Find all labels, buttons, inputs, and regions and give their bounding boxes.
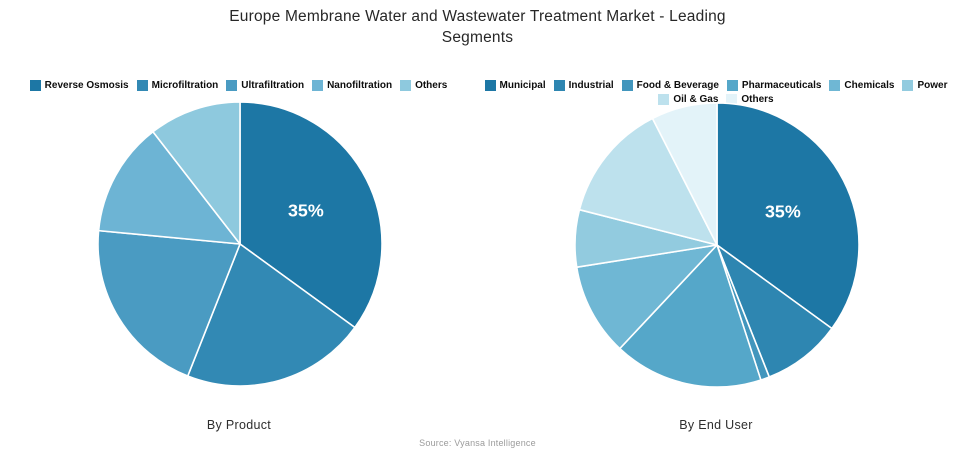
legend-label: Industrial — [568, 80, 614, 91]
pie-slice-microfiltration — [186, 243, 356, 387]
legend-label: Reverse Osmosis — [44, 80, 129, 91]
legend-swatch-oil-gas — [658, 94, 670, 105]
pie-slice-industrial — [716, 244, 833, 378]
legend-label: Food & Beverage — [636, 80, 719, 91]
pie-slice-municipal — [716, 102, 860, 330]
legend-by-product: Reverse Osmosis Microfiltration Ultrafiltr… — [0, 80, 477, 91]
legend-item-food-beverage: Food & Beverage — [621, 80, 719, 91]
legend-item-municipal: Municipal — [484, 80, 546, 91]
legend-item-microfiltration: Microfiltration — [136, 80, 219, 91]
pie-caption-by-product: By Product — [206, 418, 272, 432]
pie-chart-by-end-user: 35% — [574, 102, 860, 388]
legend-label: Others — [741, 94, 774, 105]
legend-swatch-ultrafiltration — [226, 80, 238, 91]
pie-data-label-municipal: 35% — [765, 201, 801, 221]
legend-by-end-user: Municipal Industrial Food & Beverage Pharma… — [477, 80, 955, 105]
pie-slice-ultrafiltration — [97, 229, 241, 377]
legend-label: Chemicals — [844, 80, 895, 91]
legend-label: Ultrafiltration — [241, 80, 305, 91]
pie-slice-others — [651, 102, 718, 246]
legend-item-industrial: Industrial — [553, 80, 614, 91]
legend-item-chemicals: Chemicals — [829, 80, 894, 91]
legend-label: Microfiltration — [151, 80, 219, 91]
pie-slice-nanofiltration — [97, 130, 241, 245]
pie-slice-others — [152, 101, 241, 245]
legend-swatch-chemicals — [829, 80, 841, 91]
source-attribution: Source: Vyansa Intelligence — [419, 438, 536, 448]
pie-chart-by-product: 35% — [97, 101, 383, 387]
chart-title: Europe Membrane Water and Wastewater Tre… — [229, 8, 726, 46]
legend-label: Municipal — [499, 80, 546, 91]
pie-data-label-reverse-osmosis: 35% — [288, 200, 324, 220]
legend-swatch-pharmaceuticals — [726, 80, 738, 91]
legend-item-reverse-osmosis: Reverse Osmosis — [29, 80, 129, 91]
pie-slice-chemicals — [575, 244, 718, 350]
legend-item-nanofiltration: Nanofiltration — [312, 80, 392, 91]
legend-swatch-food-beverage — [621, 80, 633, 91]
legend-item-ultrafiltration: Ultrafiltration — [226, 80, 304, 91]
legend-swatch-reverse-osmosis — [29, 80, 41, 91]
legend-label: Power — [917, 80, 948, 91]
legend-label: Nanofiltration — [327, 80, 393, 91]
legend-item-others: Others — [726, 94, 774, 105]
pie-slice-pharmaceuticals — [618, 244, 762, 388]
legend-swatch-power — [902, 80, 914, 91]
legend-label: Others — [415, 80, 448, 91]
legend-swatch-others — [400, 80, 412, 91]
legend-swatch-industrial — [553, 80, 565, 91]
pie-slice-oil-gas — [578, 117, 718, 246]
legend-swatch-microfiltration — [136, 80, 148, 91]
legend-swatch-municipal — [484, 80, 496, 91]
legend-swatch-others — [726, 94, 738, 105]
legend-label: Oil & Gas — [673, 94, 719, 105]
legend-item-oil-gas: Oil & Gas — [658, 94, 718, 105]
legend-item-pharmaceuticals: Pharmaceuticals — [726, 80, 822, 91]
legend-item-power: Power — [902, 80, 947, 91]
pie-slice-reverse-osmosis — [239, 101, 383, 329]
legend-label: Pharmaceuticals — [741, 80, 822, 91]
pie-caption-by-end-user: By End User — [679, 418, 753, 432]
legend-swatch-nanofiltration — [312, 80, 324, 91]
legend-item-others: Others — [400, 80, 447, 91]
